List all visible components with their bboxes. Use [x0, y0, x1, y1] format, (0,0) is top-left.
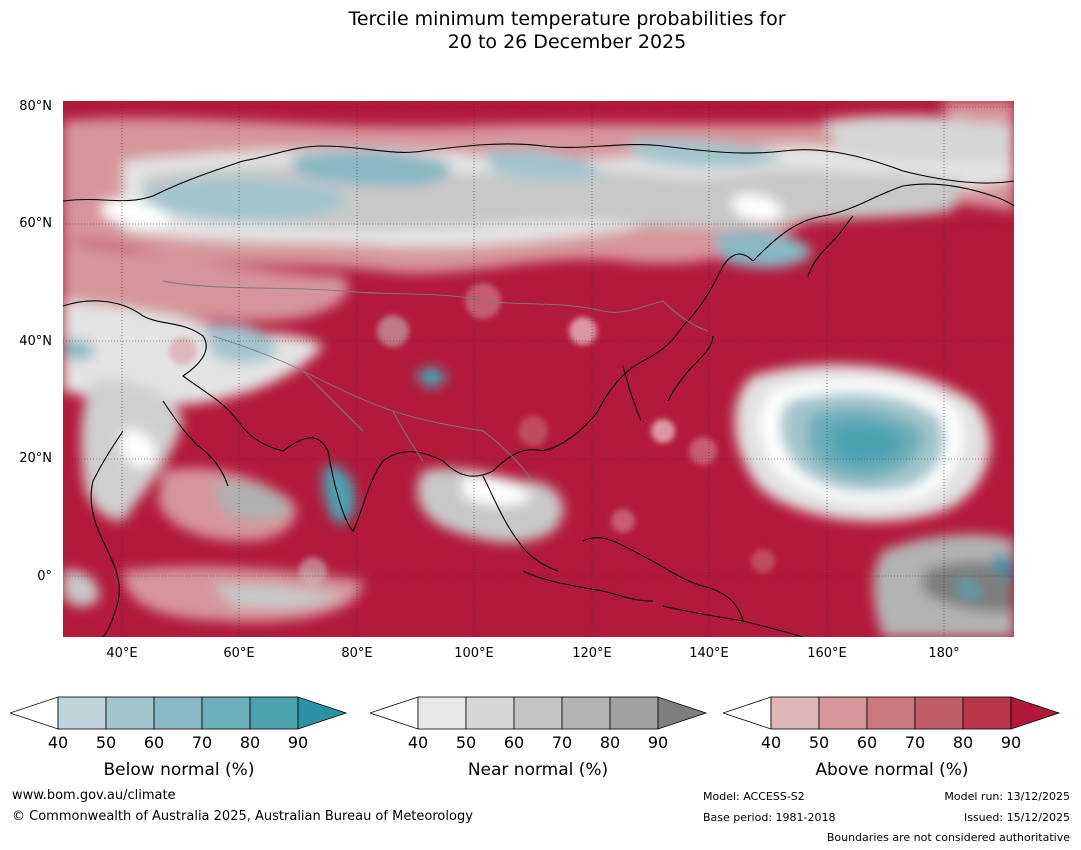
title-line-1: Tercile minimum temperature probabilitie…: [348, 8, 786, 30]
colorbar-swatch: [153, 696, 203, 730]
colorbar-high-extension: [1010, 696, 1061, 730]
lon-label-180: 180°: [928, 646, 960, 661]
lat-label-20n: 20°N: [19, 451, 52, 466]
colorbar-swatch: [962, 696, 1012, 730]
colorbar-tick-label: 90: [647, 733, 669, 752]
colorbar-swatch: [249, 696, 299, 730]
boundaries-disclaimer: Boundaries are not considered authoritat…: [826, 831, 1070, 844]
colorbar-tick-label: 50: [808, 733, 830, 752]
colorbar-tick-label: 90: [287, 733, 309, 752]
lon-label-120e: 120°E: [572, 646, 612, 661]
colorbar-swatch: [770, 696, 820, 730]
colorbar-swatch: [57, 696, 107, 730]
website-link[interactable]: www.bom.gov.au/climate: [12, 788, 176, 803]
colorbar-swatch: [513, 696, 563, 730]
issued-text: Issued: 15/12/2025: [963, 811, 1070, 824]
colorbar-tick-label: 80: [599, 733, 621, 752]
lon-label-60e: 60°E: [223, 646, 255, 661]
probability-map: [63, 101, 1014, 637]
colorbar-tick-label: 80: [239, 733, 261, 752]
colorbar-high-extension: [297, 696, 348, 730]
lon-label-40e: 40°E: [106, 646, 138, 661]
model-text: Model: ACCESS-S2: [703, 790, 805, 803]
title-line-2: 20 to 26 December 2025: [447, 31, 687, 53]
colorbar-near-normal: 40 50 60 70 80 90: [368, 695, 708, 765]
lat-label-60n: 60°N: [19, 216, 52, 231]
lon-label-160e: 160°E: [807, 646, 847, 661]
colorbar-tick-label: 60: [856, 733, 878, 752]
colorbar-low-extension: [8, 696, 59, 730]
colorbar-below-swatches: [8, 696, 348, 730]
colorbar-swatch: [609, 696, 659, 730]
coastlines: [63, 143, 1014, 637]
colorbar-tick-label: 40: [760, 733, 782, 752]
lon-label-140e: 140°E: [689, 646, 729, 661]
colorbar-below-normal: 40 50 60 70 80 90: [8, 695, 348, 765]
colorbar-swatch: [105, 696, 155, 730]
model-run-text: Model run: 13/12/2025: [944, 790, 1070, 803]
lat-label-80n: 80°N: [19, 99, 52, 114]
graticule: [63, 101, 1014, 637]
colorbar-tick-label: 50: [455, 733, 477, 752]
map-canvas: [63, 101, 1014, 637]
copyright-text: © Commonwealth of Australia 2025, Austra…: [12, 809, 473, 824]
colorbar-tick-label: 50: [95, 733, 117, 752]
colorbar-tick-label: 70: [551, 733, 573, 752]
colorbar-swatch: [201, 696, 251, 730]
map-title: Tercile minimum temperature probabilitie…: [0, 8, 1081, 54]
colorbar-low-extension: [368, 696, 419, 730]
colorbar-title-above: Above normal (%): [815, 760, 969, 780]
base-period-text: Base period: 1981-2018: [703, 811, 836, 824]
colorbar-tick-label: 40: [407, 733, 429, 752]
colorbar-tick-label: 60: [503, 733, 525, 752]
colorbar-tick-label: 40: [47, 733, 69, 752]
lat-label-40n: 40°N: [19, 334, 52, 349]
colorbar-tick-label: 60: [143, 733, 165, 752]
colorbar-swatch: [417, 696, 467, 730]
colorbar-swatch: [866, 696, 916, 730]
colorbar-tick-label: 80: [952, 733, 974, 752]
colorbar-low-extension: [721, 696, 772, 730]
colorbar-swatch: [561, 696, 611, 730]
colorbar-swatch: [914, 696, 964, 730]
colorbar-tick-label: 70: [904, 733, 926, 752]
colorbar-near-swatches: [368, 696, 708, 730]
lat-label-0: 0°: [37, 569, 52, 584]
colorbar-high-extension: [657, 696, 708, 730]
colorbar-title-near: Near normal (%): [467, 760, 609, 780]
colorbar-swatch: [465, 696, 515, 730]
colorbar-swatch: [818, 696, 868, 730]
colorbar-above-swatches: [721, 696, 1061, 730]
lon-label-100e: 100°E: [454, 646, 494, 661]
colorbar-above-normal: 40 50 60 70 80 90: [721, 695, 1061, 765]
colorbar-tick-label: 90: [1000, 733, 1022, 752]
colorbar-tick-label: 70: [191, 733, 213, 752]
lon-label-80e: 80°E: [341, 646, 373, 661]
colorbar-title-below: Below normal (%): [103, 760, 255, 780]
